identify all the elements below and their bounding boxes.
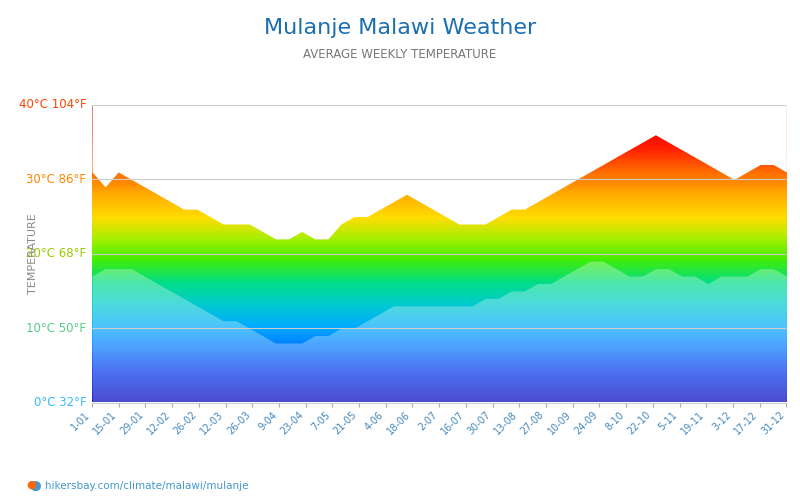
Text: AVERAGE WEEKLY TEMPERATURE: AVERAGE WEEKLY TEMPERATURE <box>303 48 497 60</box>
Text: 40°C 104°F: 40°C 104°F <box>19 98 86 112</box>
Text: 20°C 68°F: 20°C 68°F <box>26 247 86 260</box>
Text: Mulanje Malawi Weather: Mulanje Malawi Weather <box>264 18 536 38</box>
Text: ⬤ hikersbay.com/climate/malawi/mulanje: ⬤ hikersbay.com/climate/malawi/mulanje <box>30 481 249 491</box>
Text: TEMPERATURE: TEMPERATURE <box>28 214 38 294</box>
Text: 10°C 50°F: 10°C 50°F <box>26 322 86 334</box>
Text: 0°C 32°F: 0°C 32°F <box>34 396 86 409</box>
Text: ●: ● <box>26 480 36 490</box>
Text: 30°C 86°F: 30°C 86°F <box>26 173 86 186</box>
